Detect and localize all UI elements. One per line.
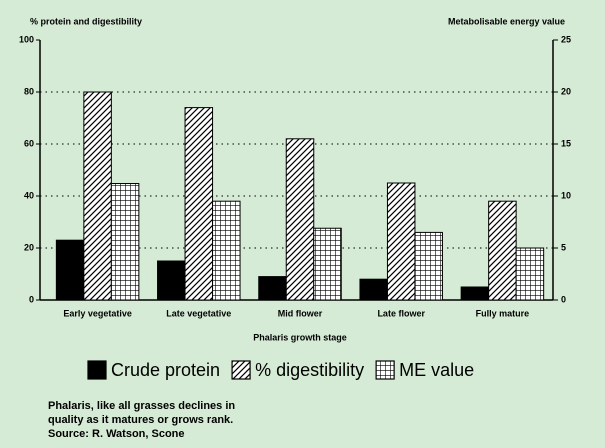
- bar: [258, 276, 287, 301]
- bar: [285, 138, 315, 301]
- bar: [212, 200, 241, 301]
- x-axis-title: Phalaris growth stage: [253, 332, 347, 342]
- bar: [359, 278, 388, 301]
- bar: [488, 200, 517, 301]
- y2-tick-label: 25: [561, 34, 571, 44]
- note: Source: R. Watson, Scone: [48, 428, 185, 440]
- x-tick-label: Early vegetative: [63, 308, 132, 318]
- y2-tick-label: 0: [561, 294, 566, 304]
- bar: [460, 286, 490, 301]
- bar: [386, 182, 416, 301]
- x-tick-label: Late flower: [377, 308, 425, 318]
- x-tick-label: Mid flower: [278, 308, 323, 318]
- legend-label: ME value: [399, 360, 474, 380]
- y2-axis-title: Metabolisable energy value: [448, 16, 565, 26]
- y-tick-label: 0: [29, 294, 34, 304]
- note: Phalaris, like all grasses declines in: [48, 400, 235, 412]
- bar: [515, 247, 545, 301]
- bar: [110, 183, 140, 301]
- bar: [55, 239, 85, 301]
- y2-tick-label: 5: [561, 242, 566, 252]
- legend-swatch: [375, 360, 395, 380]
- bar: [313, 227, 342, 301]
- y-tick-label: 20: [24, 242, 34, 252]
- bar: [184, 107, 214, 301]
- y-tick-label: 80: [24, 86, 34, 96]
- legend-swatch: [87, 360, 107, 380]
- y2-tick-label: 15: [561, 138, 571, 148]
- y-tick-label: 40: [24, 190, 34, 200]
- y-tick-label: 100: [19, 34, 34, 44]
- bar: [414, 231, 443, 301]
- bar: [83, 91, 112, 301]
- bar: [157, 260, 186, 301]
- x-tick-label: Fully mature: [476, 308, 530, 318]
- legend-label: % digestibility: [255, 360, 364, 380]
- y-tick-label: 60: [24, 138, 34, 148]
- y2-tick-label: 10: [561, 190, 571, 200]
- legend-label: Crude protein: [111, 360, 220, 380]
- y-axis-title: % protein and digestibility: [30, 16, 142, 26]
- legend-swatch: [231, 360, 251, 380]
- y2-tick-label: 20: [561, 86, 571, 96]
- note: quality as it matures or grows rank.: [48, 414, 233, 426]
- x-tick-label: Late vegetative: [166, 308, 231, 318]
